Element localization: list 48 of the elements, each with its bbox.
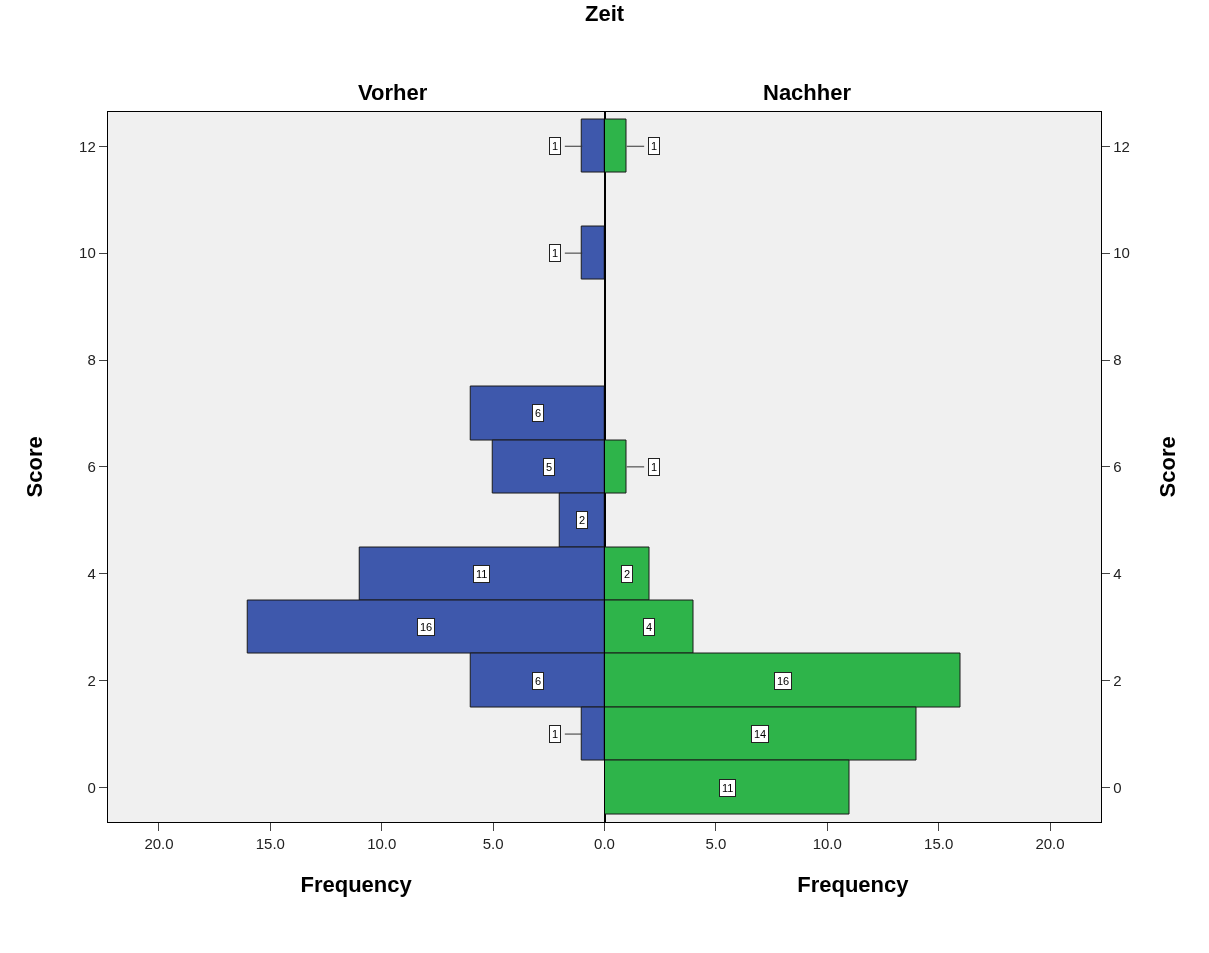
x-tick-label: 10.0 — [367, 835, 397, 853]
x-tick-label: 20.0 — [144, 835, 174, 853]
x-tick-label: 15.0 — [924, 835, 954, 853]
y-tick-label: 10 — [1113, 244, 1130, 262]
y-tick-label: 12 — [79, 137, 96, 155]
data-label: 2 — [624, 568, 631, 580]
data-label: 16 — [420, 621, 433, 633]
data-label: 14 — [754, 728, 767, 740]
y-tick-label: 8 — [87, 351, 96, 369]
x-axis-title: Frequency — [300, 872, 413, 898]
data-label: 1 — [552, 140, 559, 152]
y-tick-label: 8 — [1113, 351, 1122, 369]
x-tick-label: 20.0 — [1035, 835, 1065, 853]
y-tick-label: 4 — [1113, 565, 1122, 583]
data-label: 6 — [535, 675, 542, 687]
data-label: 1 — [651, 140, 658, 152]
data-label: 5 — [546, 461, 553, 473]
text: Zeit — [585, 1, 625, 26]
y-tick-label: 0 — [87, 778, 96, 796]
data-label: 16 — [777, 675, 790, 687]
data-label: 2 — [579, 514, 586, 526]
chart-title: Vorher — [358, 80, 428, 105]
data-label: 11 — [476, 568, 488, 580]
y-tick-label: 6 — [87, 458, 96, 476]
data-label: 4 — [646, 621, 653, 633]
chart-title: Nachher — [763, 80, 852, 105]
x-tick-label: 5.0 — [705, 835, 727, 853]
data-label: 1 — [552, 247, 559, 259]
x-tick-label: 15.0 — [255, 835, 285, 853]
data-label: 1 — [651, 461, 658, 473]
y-tick-label: 10 — [79, 244, 96, 262]
y-axis-title: Score — [1154, 436, 1180, 498]
data-label: 6 — [535, 407, 542, 419]
data-label: 1 — [552, 728, 559, 740]
y-tick-label: 2 — [87, 671, 96, 689]
x-axis-title: Frequency — [797, 872, 910, 898]
bar — [580, 225, 605, 280]
x-tick-label: 10.0 — [812, 835, 842, 853]
y-tick-label: 12 — [1113, 137, 1130, 155]
y-tick-label: 2 — [1113, 671, 1122, 689]
y-tick-label: 0 — [1113, 778, 1122, 796]
x-tick-label: 0.0 — [594, 835, 615, 853]
y-axis-title: Score — [21, 436, 47, 498]
y-tick-label: 6 — [1113, 458, 1122, 476]
y-tick-label: 4 — [87, 565, 96, 583]
x-tick-label: 5.0 — [482, 835, 504, 853]
bar — [604, 439, 627, 494]
data-label: 11 — [722, 782, 734, 794]
